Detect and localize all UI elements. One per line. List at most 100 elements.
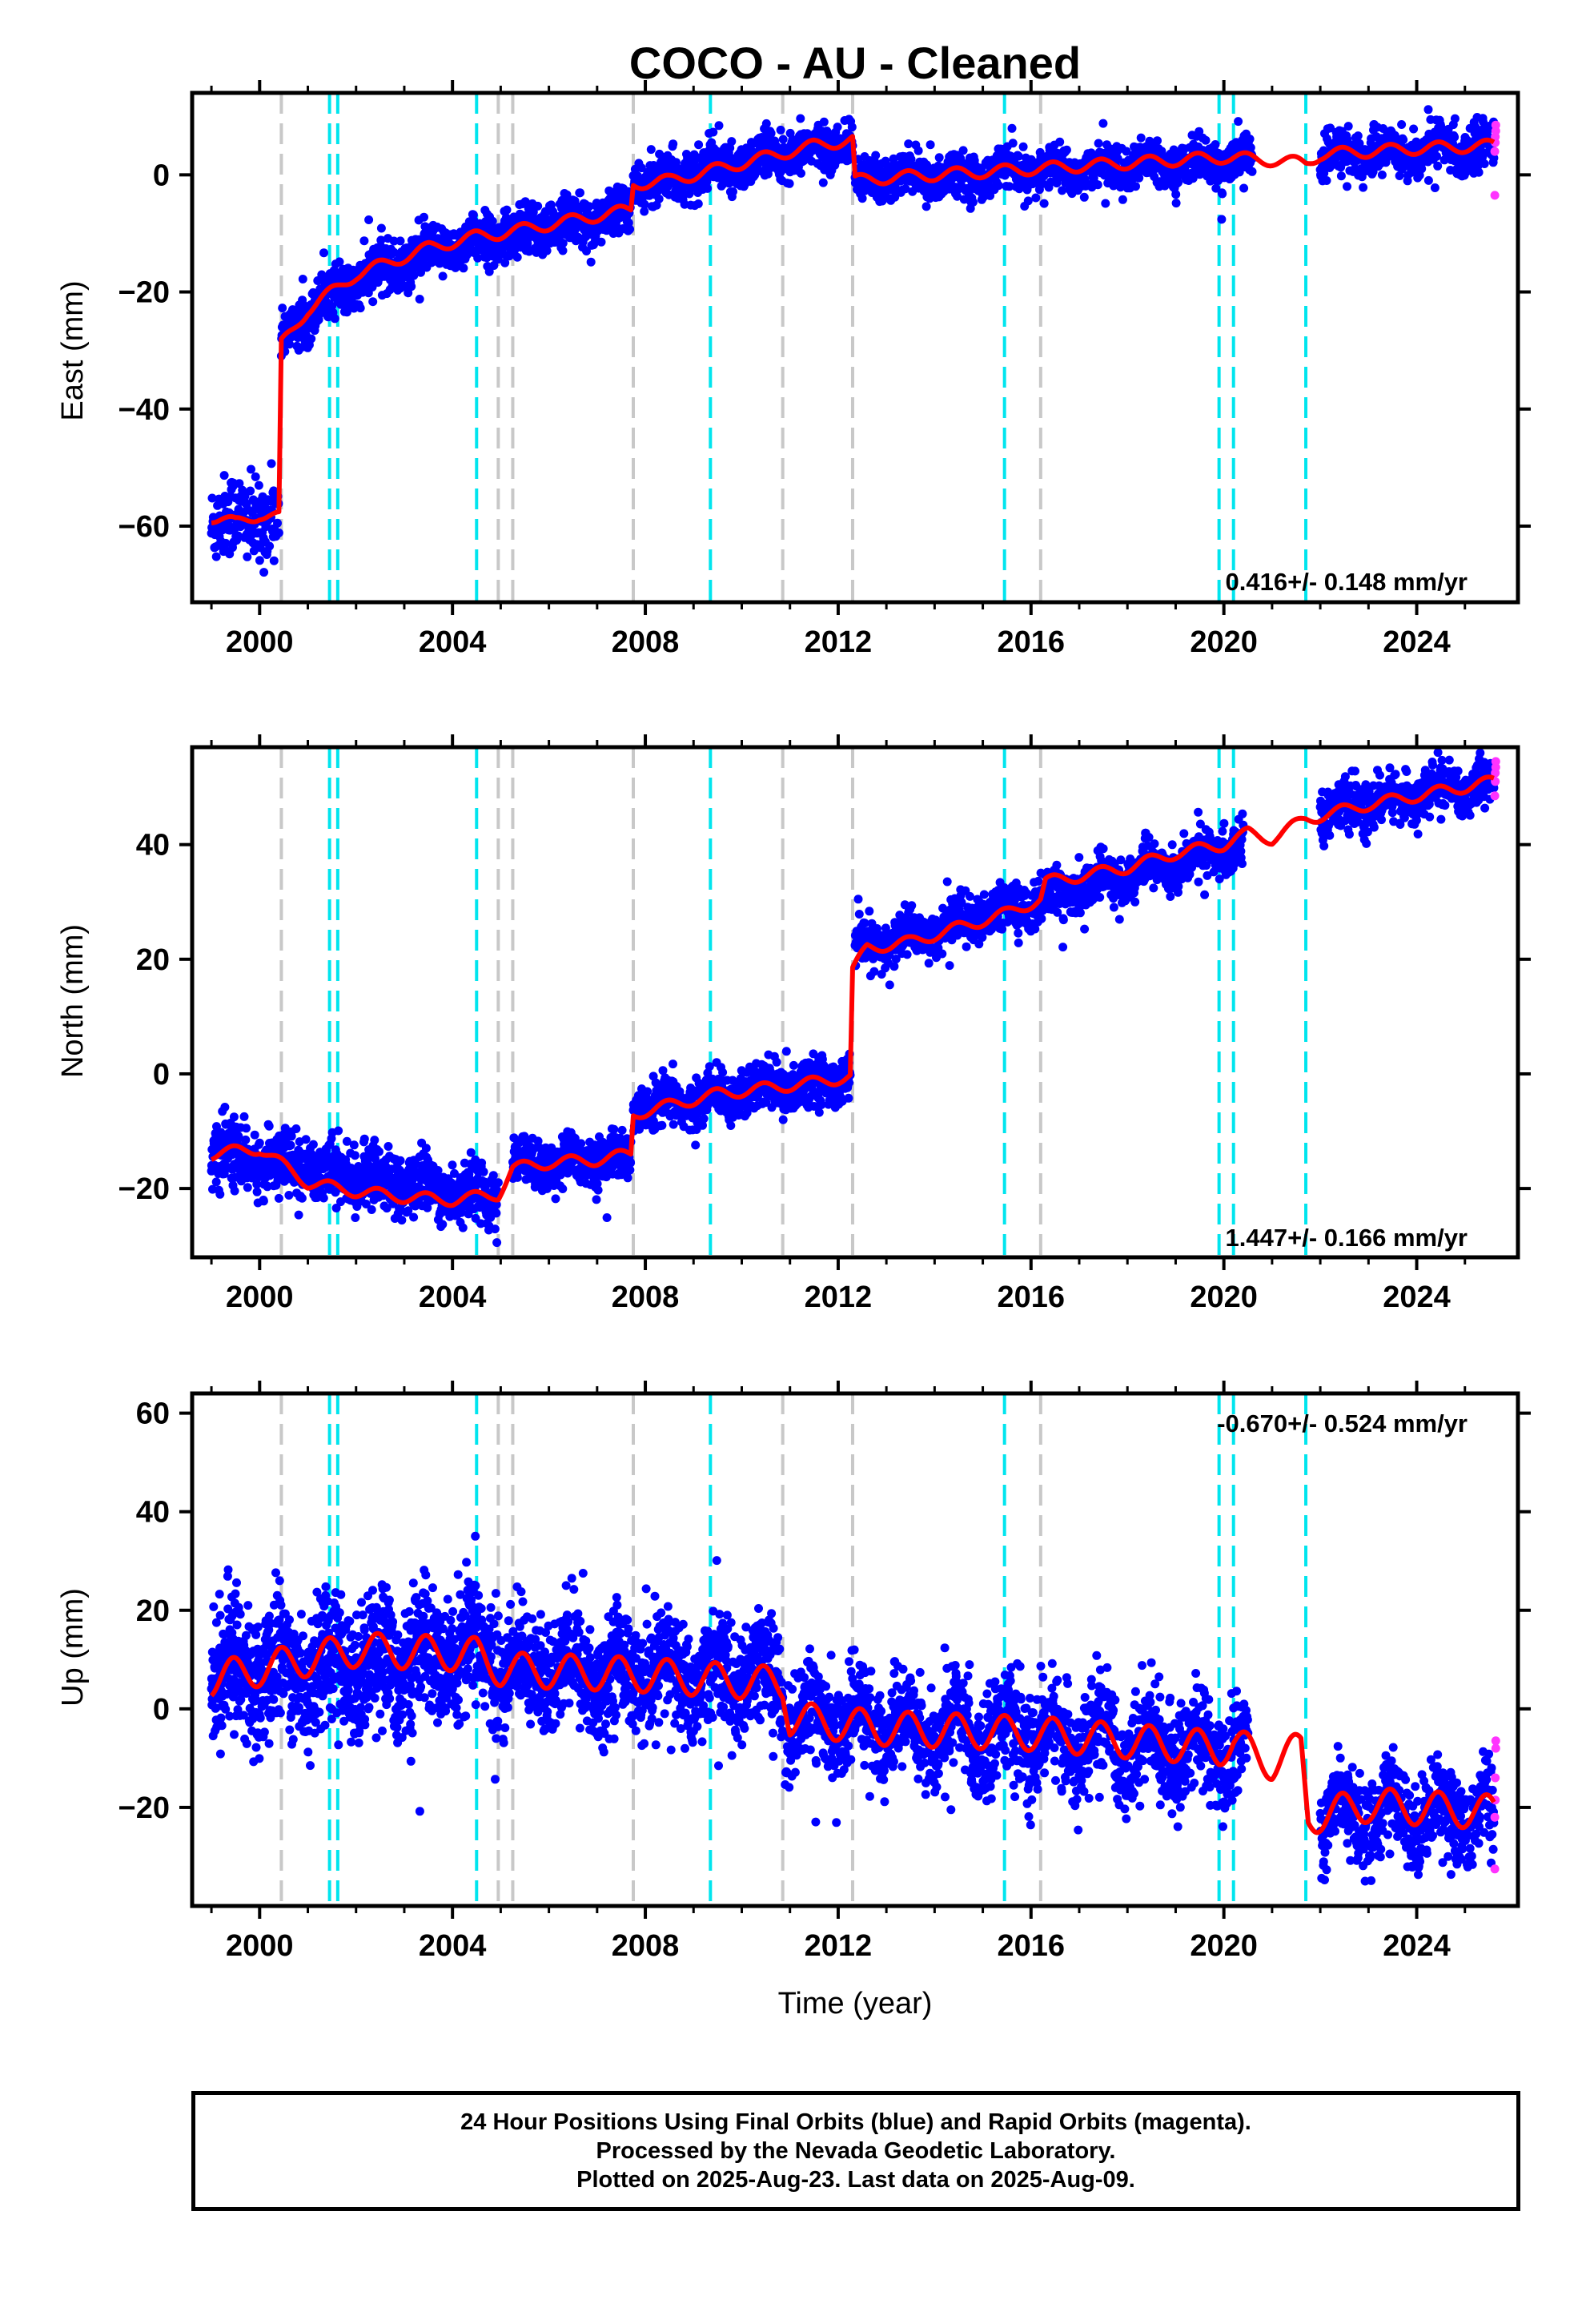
- east-point: [636, 163, 646, 173]
- east-point: [221, 538, 231, 548]
- east-point: [1039, 199, 1049, 208]
- north-point: [370, 1136, 379, 1145]
- east-x-tick-label: 2000: [226, 625, 294, 659]
- east-ylabel: East (mm): [56, 280, 90, 420]
- east-point: [243, 552, 252, 561]
- east-point: [1399, 135, 1408, 144]
- north-point: [274, 1193, 283, 1203]
- east-point: [409, 271, 419, 280]
- east-point: [778, 135, 788, 144]
- east-x-tick-label: 2016: [998, 625, 1066, 659]
- east-point: [926, 140, 935, 150]
- east-point: [1480, 159, 1489, 168]
- north-point: [349, 1140, 359, 1150]
- east-point: [586, 257, 596, 267]
- east-x-tick-label: 2004: [419, 625, 487, 659]
- east-point: [488, 216, 497, 226]
- east-point: [219, 471, 229, 480]
- east-plot-area: 2000 2004 2008 2012 2016 2020 2024−60−40−200: [118, 80, 1531, 659]
- east-point: [640, 199, 649, 209]
- east-point: [407, 282, 416, 292]
- east-point: [654, 194, 664, 203]
- east-x-tick-label: 2008: [612, 625, 680, 659]
- east-y-tick-label: 0: [153, 159, 170, 192]
- east-point: [389, 236, 399, 246]
- east-point: [207, 493, 217, 503]
- north-point: [229, 1112, 239, 1122]
- east-point: [785, 179, 794, 188]
- east-point: [729, 187, 737, 196]
- east-point: [1239, 183, 1249, 193]
- east-point: [776, 125, 785, 135]
- east-rapid-point: [1490, 191, 1500, 200]
- east-y-tick-label: −40: [118, 393, 170, 427]
- east-point: [376, 223, 386, 233]
- east-point: [1018, 142, 1028, 151]
- east-point: [415, 295, 424, 304]
- east-point: [512, 252, 522, 262]
- east-point: [1131, 182, 1140, 191]
- east-point: [396, 236, 405, 246]
- east-point: [420, 212, 428, 222]
- east-point: [274, 528, 283, 537]
- east-point: [308, 287, 318, 297]
- east-point: [342, 308, 351, 317]
- north-point: [284, 1191, 294, 1200]
- east-point: [833, 123, 842, 132]
- east-point: [1014, 151, 1023, 161]
- east-point: [502, 205, 512, 215]
- east-point: [1094, 139, 1103, 148]
- east-point: [1055, 137, 1065, 147]
- east-point: [934, 153, 944, 163]
- east-point: [796, 114, 805, 123]
- north-point: [308, 1140, 318, 1149]
- north-point: [438, 1220, 448, 1229]
- east-point: [1474, 167, 1484, 177]
- north-point: [243, 1183, 252, 1192]
- north-point: [287, 1132, 296, 1141]
- east-point: [818, 178, 828, 187]
- east-point: [906, 155, 916, 164]
- north-point: [242, 1124, 251, 1133]
- east-point: [994, 181, 1003, 191]
- east-point: [1171, 199, 1181, 208]
- north-point: [448, 1160, 457, 1170]
- east-point: [1433, 161, 1443, 171]
- east-point: [797, 168, 805, 178]
- east-point: [766, 128, 776, 138]
- east-point: [1171, 190, 1181, 199]
- east-point: [1343, 182, 1351, 191]
- north-point: [264, 1121, 274, 1131]
- east-point: [1101, 199, 1110, 208]
- east-point: [890, 192, 900, 202]
- north-point: [375, 1147, 383, 1156]
- east-point: [727, 137, 737, 147]
- east-point: [251, 472, 260, 481]
- east-point: [889, 154, 898, 163]
- east-point: [1377, 170, 1387, 179]
- east-point: [702, 177, 712, 187]
- east-point: [654, 186, 663, 195]
- north-point: [294, 1210, 303, 1220]
- east-rate-label: 0.416+/- 0.148 mm/yr: [1226, 568, 1468, 596]
- east-point: [913, 146, 923, 155]
- east-data-layer: [207, 93, 1500, 602]
- north-point: [397, 1216, 407, 1225]
- east-point: [307, 334, 316, 344]
- east-point: [520, 197, 530, 207]
- north-point: [301, 1135, 311, 1144]
- east-point: [1343, 122, 1353, 131]
- north-point: [396, 1156, 405, 1165]
- east-y-tick-label: −20: [118, 276, 170, 310]
- east-point: [500, 258, 510, 267]
- east-point: [1353, 131, 1363, 141]
- east-point: [273, 518, 282, 528]
- east-point: [473, 253, 483, 263]
- north-point: [230, 1186, 239, 1196]
- east-point: [355, 304, 365, 313]
- east-point: [330, 314, 339, 324]
- east-point: [235, 479, 244, 489]
- east-point: [901, 184, 910, 194]
- east-point: [747, 140, 757, 149]
